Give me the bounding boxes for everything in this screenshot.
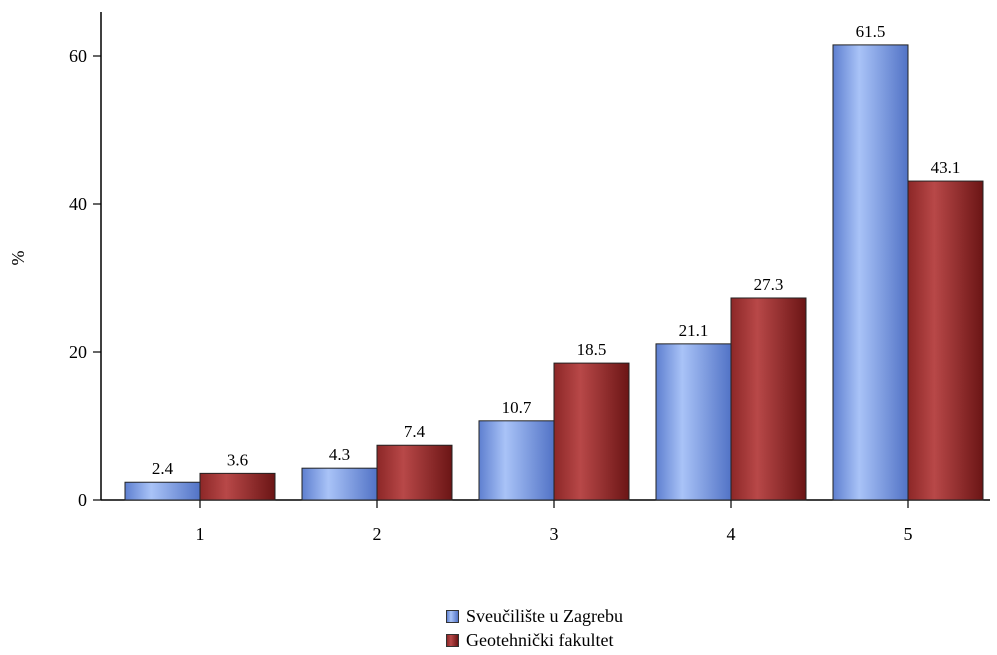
- legend-swatch-series-1: [446, 609, 459, 623]
- x-tick-label: 3: [550, 524, 559, 544]
- y-axis-title: %: [8, 251, 28, 266]
- data-label: 10.7: [502, 398, 532, 417]
- y-tick-label: 40: [69, 194, 87, 214]
- data-label: 2.4: [152, 459, 174, 478]
- legend-swatch-series-2: [446, 633, 459, 647]
- bar-series-2: [199, 472, 276, 501]
- data-label: 3.6: [227, 450, 248, 469]
- bar-series-1: [301, 467, 378, 501]
- data-label: 27.3: [754, 275, 784, 294]
- bar-series-2: [907, 180, 984, 501]
- bar-series-1: [124, 481, 201, 501]
- data-label: 61.5: [856, 22, 886, 41]
- y-tick-label: 20: [69, 342, 87, 362]
- x-tick-label: 2: [373, 524, 382, 544]
- data-label: 18.5: [577, 340, 607, 359]
- bar-series-1: [478, 420, 555, 501]
- legend-label-series-2: Geotehnički fakultet: [466, 630, 614, 650]
- bar-series-1: [655, 343, 732, 501]
- bars: [124, 44, 984, 501]
- bar-series-1: [832, 44, 909, 501]
- y-tick-label: 60: [69, 46, 87, 66]
- bar-series-2: [376, 444, 453, 501]
- x-tick-label: 4: [727, 524, 736, 544]
- legend-label-series-1: Sveučilište u Zagrebu: [466, 606, 623, 626]
- y-tick-label: 0: [78, 490, 87, 510]
- x-tick-label: 5: [904, 524, 913, 544]
- data-label: 4.3: [329, 445, 350, 464]
- data-label: 7.4: [404, 422, 426, 441]
- labels: 2.4 3.6 4.3 7.4 10.7 18.5 21.1 27.3 61.5 43.1: [152, 22, 961, 478]
- data-label: 43.1: [931, 158, 961, 177]
- legend-item-series-2: Geotehnički fakultet: [446, 628, 623, 652]
- bar-series-2: [553, 362, 630, 501]
- x-tick-label: 1: [196, 524, 205, 544]
- bar-series-2: [730, 297, 807, 501]
- legend-item-series-1: Sveučilište u Zagrebu: [446, 604, 623, 628]
- data-label: 21.1: [679, 321, 709, 340]
- legend: Sveučilište u Zagrebu Geotehnički fakult…: [446, 604, 623, 652]
